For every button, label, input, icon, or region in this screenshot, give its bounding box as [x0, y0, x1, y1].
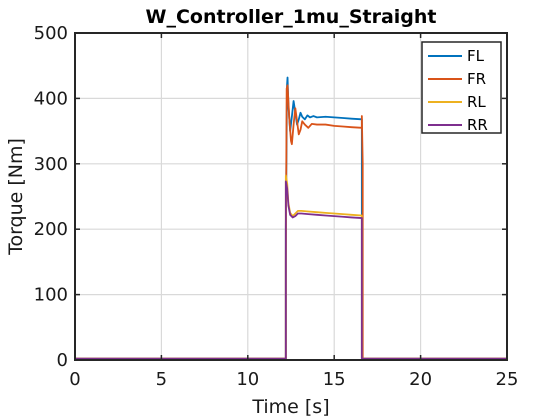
x-axis-label: Time [s]: [251, 396, 329, 418]
y-tick-label: 500: [34, 23, 68, 44]
y-tick-label: 100: [34, 285, 68, 306]
legend: FL FR RL RR: [422, 42, 501, 134]
series-line-rl: [75, 176, 507, 359]
x-tick-label: 5: [156, 369, 167, 390]
x-tick-label: 25: [496, 369, 519, 390]
legend-label-fl: FL: [467, 47, 485, 65]
legend-label-rl: RL: [467, 93, 486, 111]
x-tick-label: 20: [409, 369, 432, 390]
x-tick-label: 10: [236, 369, 259, 390]
legend-label-rr: RR: [467, 116, 488, 134]
chart-title: W_Controller_1mu_Straight: [146, 6, 437, 28]
y-tick-label: 400: [34, 88, 68, 109]
series-line-rr: [75, 181, 507, 358]
y-axis-label: Torque [Nm]: [5, 138, 27, 256]
x-tick-label: 0: [69, 369, 80, 390]
legend-label-fr: FR: [467, 70, 486, 88]
y-tick-label: 0: [57, 350, 68, 371]
x-tick-label: 15: [323, 369, 346, 390]
y-tick-label: 300: [34, 154, 68, 175]
y-tick-label: 200: [34, 219, 68, 240]
